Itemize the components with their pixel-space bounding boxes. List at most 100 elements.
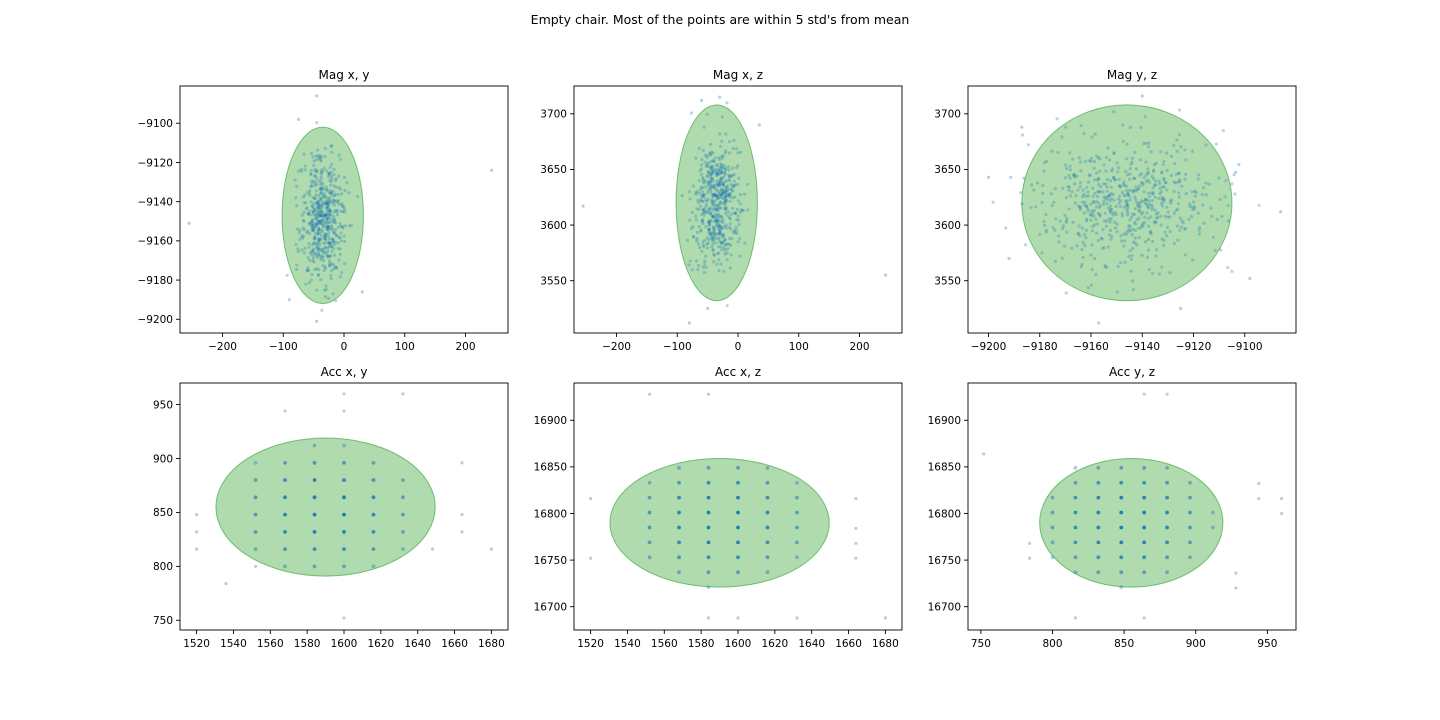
mag-x-y-point [329, 144, 333, 148]
mag-x-z-point [709, 180, 713, 184]
mag-x-z-point [725, 101, 729, 105]
mag-y-z-point [1093, 132, 1097, 136]
mag-x-z-point [703, 259, 707, 263]
mag-y-z-point [1193, 194, 1198, 198]
mag-y-z-point [1113, 220, 1117, 224]
mag-y-z-point [1114, 212, 1118, 217]
acc-x-z-point [765, 465, 770, 470]
mag-y-z-point [1092, 159, 1096, 164]
mag-x-z-point [722, 192, 726, 196]
mag-x-y-outlier-point [187, 221, 191, 225]
mag-x-y-point [311, 210, 315, 214]
mag-x-y-point [319, 168, 324, 172]
mag-y-z-point [1237, 162, 1241, 167]
mag-y-z-point [1165, 205, 1169, 209]
mag-x-y-point [330, 190, 334, 195]
mag-y-z-point [1157, 196, 1161, 200]
mag-y-z-point [1044, 228, 1049, 232]
mag-x-z-point [709, 231, 713, 236]
mag-x-z-point [701, 148, 706, 153]
mag-y-z-point [1109, 207, 1114, 212]
mag-x-y-point [318, 203, 322, 208]
mag-y-z-point [1182, 227, 1187, 231]
mag-y-z-point [1136, 226, 1141, 230]
acc-x-y-point [283, 529, 287, 534]
mag-x-z-point [714, 221, 719, 225]
mag-x-z-point [697, 225, 702, 229]
mag-x-z-point [701, 199, 705, 203]
mag-y-z-point [1053, 186, 1057, 191]
acc-y-z-point [1142, 480, 1147, 485]
mag-x-z-point [715, 214, 719, 218]
mag-y-z-point [1045, 159, 1049, 163]
mag-y-z-point [1130, 160, 1134, 164]
mag-x-z-point [724, 200, 728, 205]
mag-y-z-point [1103, 197, 1107, 201]
mag-x-z-point [728, 217, 732, 221]
acc-x-y-outlier-point [283, 409, 287, 413]
mag-x-z-point [728, 191, 732, 196]
mag-y-z-point [1111, 176, 1116, 180]
mag-x-y-point [321, 219, 325, 223]
mag-x-z-point [701, 193, 705, 197]
mag-y-z-point [1094, 205, 1099, 209]
mag-y-z-point [1122, 180, 1126, 184]
mag-y-z-point [1139, 199, 1144, 203]
mag-y-z-point [1074, 194, 1078, 198]
mag-x-y-point [327, 209, 331, 214]
mag-x-y-point [327, 201, 331, 206]
mag-x-y-point [315, 158, 319, 162]
mag-x-y-point [323, 237, 327, 241]
mag-x-z-point [727, 175, 732, 179]
acc-y-z-x-tick-label: 950 [1257, 638, 1277, 650]
acc-x-z-point [736, 465, 740, 470]
mag-x-y-point [318, 221, 322, 225]
acc-y-z-std-ellipse [1039, 457, 1224, 588]
mag-y-z-point [1088, 213, 1092, 217]
mag-x-z-point [710, 176, 714, 180]
mag-y-z-point [1042, 223, 1047, 228]
mag-x-z-point [698, 204, 703, 208]
mag-x-z-y-tick-label: 3650 [540, 164, 567, 176]
mag-x-z-point [707, 227, 711, 231]
mag-x-z-point [719, 162, 723, 166]
mag-y-z-point [1152, 177, 1156, 181]
mag-y-z-point [1096, 155, 1100, 160]
mag-x-z-point [701, 177, 705, 181]
mag-x-y-point [308, 231, 312, 236]
mag-x-z-point [709, 160, 713, 164]
mag-x-z-point [716, 224, 720, 228]
mag-x-z-point [696, 242, 701, 246]
mag-x-y-point [315, 223, 319, 227]
mag-x-z-point [695, 230, 700, 234]
acc-y-z-point [1119, 525, 1124, 530]
mag-x-z-point [721, 220, 725, 225]
mag-x-y-point [313, 267, 317, 271]
mag-x-z-point [719, 200, 723, 204]
mag-x-z-point [700, 193, 705, 197]
mag-x-z-point [705, 112, 709, 116]
mag-x-z-point [740, 208, 744, 212]
mag-x-z-point [727, 177, 731, 181]
mag-y-z-point [1101, 190, 1105, 194]
mag-x-z-point [715, 194, 719, 198]
mag-x-y-point [308, 258, 312, 263]
mag-x-y-point [331, 240, 335, 244]
mag-x-y-point [329, 254, 333, 258]
mag-x-z-point [742, 192, 747, 196]
mag-y-z-point [1105, 185, 1109, 189]
mag-y-z-point [1108, 220, 1112, 224]
mag-y-z-point [1061, 186, 1065, 191]
acc-y-z-point [1050, 510, 1055, 515]
mag-x-z-point [690, 210, 694, 215]
mag-x-y-point [320, 254, 324, 258]
mag-x-z-point [708, 218, 713, 222]
mag-y-z-point [1091, 211, 1095, 215]
mag-y-z-point [1089, 213, 1093, 217]
mag-y-z-point [1202, 221, 1206, 225]
mag-x-z-point [702, 125, 706, 129]
mag-x-z-point [705, 246, 710, 250]
mag-y-z-point [1160, 171, 1164, 175]
mag-x-y-point [323, 246, 327, 250]
mag-x-z-point [697, 207, 701, 212]
